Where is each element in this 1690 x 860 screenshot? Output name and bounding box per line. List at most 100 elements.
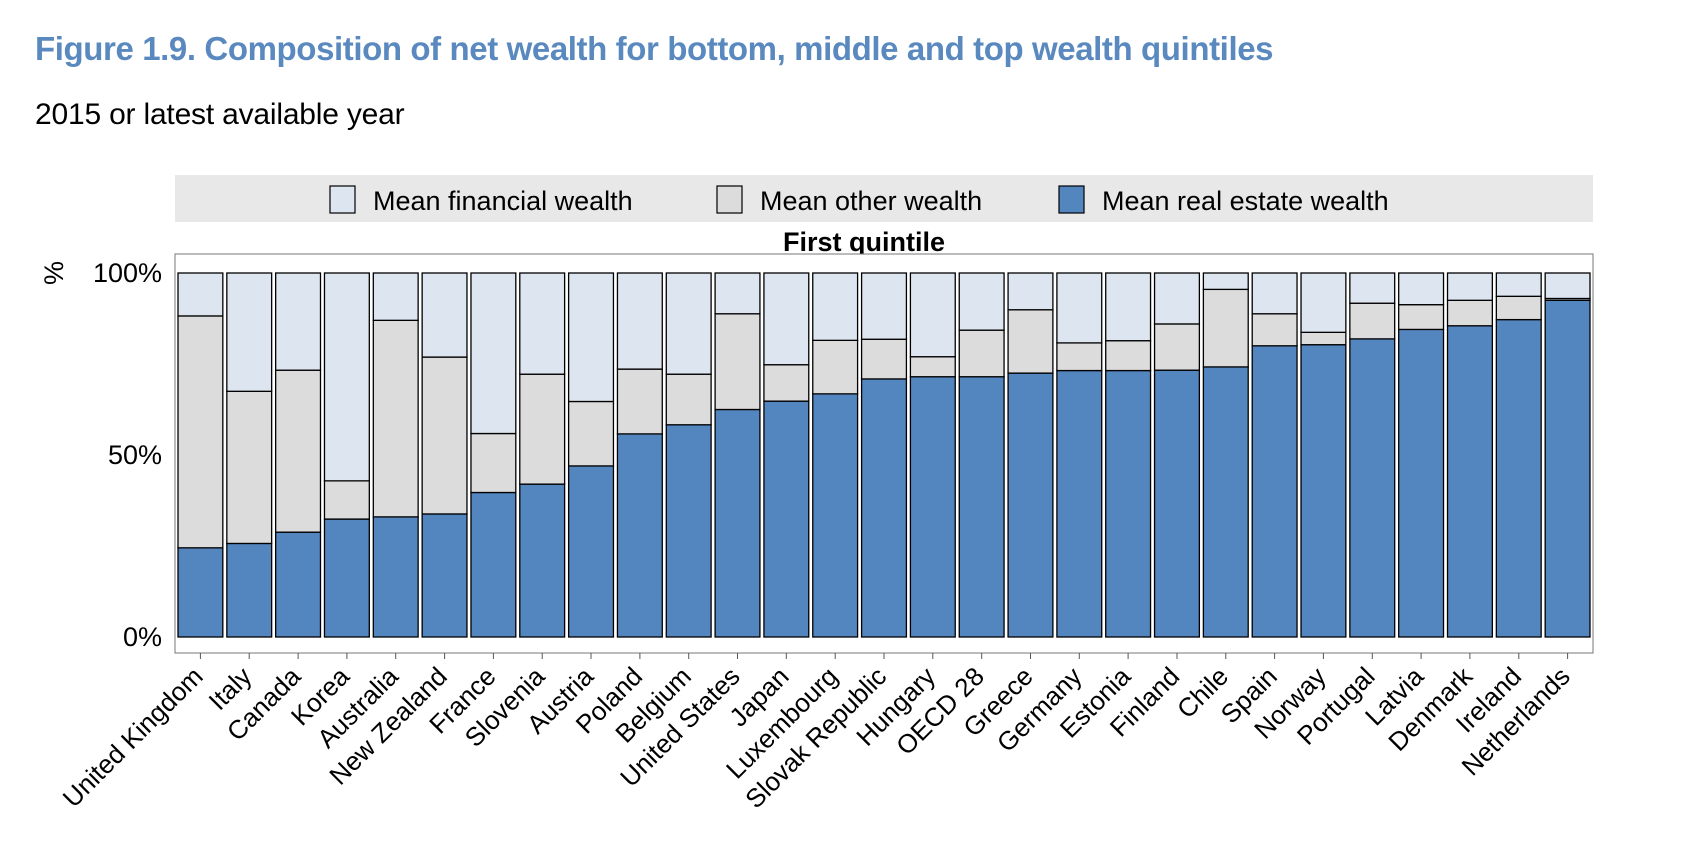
bar-segment-canada-mean-other-wealth [275,369,322,533]
bar-japan [763,272,810,638]
bar-spain [1251,272,1298,638]
y-axis-label: % [39,261,69,285]
bar-segment-slovak-republic-mean-financial-wealth [860,272,908,340]
legend-label-mean-other-wealth: Mean other wealth [760,186,982,216]
bar-segment-netherlands-mean-financial-wealth [1544,272,1591,300]
bar-segment-portugal-mean-real-estate-wealth [1349,338,1396,638]
bar-austria [567,272,615,638]
bar-segment-germany-mean-real-estate-wealth [1056,369,1103,638]
bar-segment-estonia-mean-financial-wealth [1105,272,1152,342]
bar-segment-austria-mean-financial-wealth [567,272,615,403]
bar-segment-united-states-mean-real-estate-wealth [714,408,761,638]
bar-segment-luxembourg-mean-financial-wealth [812,272,859,341]
bar-segment-hungary-mean-other-wealth [909,356,956,378]
bar-portugal [1349,272,1396,638]
bar-segment-greece-mean-financial-wealth [1007,272,1054,311]
bar-netherlands [1544,272,1591,638]
bar-segment-poland-mean-other-wealth [616,368,663,435]
y-tick-label: 100% [93,258,162,288]
bar-segment-latvia-mean-financial-wealth [1398,272,1445,306]
bar-united-states [714,272,761,638]
bar-segment-finland-mean-other-wealth [1153,323,1201,371]
bar-segment-belgium-mean-real-estate-wealth [665,424,712,638]
y-tick-label: 0% [123,622,162,652]
bar-segment-chile-mean-financial-wealth [1202,272,1249,291]
legend-label-mean-financial-wealth: Mean financial wealth [373,186,633,216]
bar-segment-denmark-mean-other-wealth [1446,299,1494,327]
bar-segment-japan-mean-other-wealth [763,364,810,402]
bar-united-kingdom [177,272,224,638]
bar-segment-australia-mean-financial-wealth [372,272,419,321]
bar-segment-greece-mean-real-estate-wealth [1007,372,1054,638]
bar-segment-poland-mean-real-estate-wealth [616,433,663,638]
bar-segment-germany-mean-financial-wealth [1056,272,1103,344]
bar-oecd-28 [958,272,1005,638]
bar-segment-italy-mean-real-estate-wealth [226,542,273,638]
bar-luxembourg [812,272,859,638]
bar-segment-netherlands-mean-real-estate-wealth [1544,299,1591,638]
bar-segment-belgium-mean-other-wealth [665,373,712,426]
bar-segment-norway-mean-financial-wealth [1300,272,1347,333]
bar-segment-austria-mean-other-wealth [567,400,615,467]
legend-swatch-mean-financial-wealth [329,185,356,214]
bar-segment-norway-mean-real-estate-wealth [1300,344,1347,638]
bar-norway [1300,272,1347,638]
bar-segment-australia-mean-other-wealth [372,319,419,518]
bar-slovenia [519,272,566,638]
x-axis-labels: United KingdomItalyCanadaKoreaAustraliaN… [57,653,1576,814]
y-axis: 0% 50% 100%% [39,258,162,652]
bar-segment-france-mean-other-wealth [470,432,517,494]
bar-segment-finland-mean-financial-wealth [1153,272,1201,325]
bar-segment-chile-mean-other-wealth [1202,288,1249,368]
bar-segment-korea-mean-real-estate-wealth [323,518,370,638]
bar-segment-korea-mean-financial-wealth [323,272,370,482]
bar-segment-spain-mean-real-estate-wealth [1251,345,1298,638]
bar-italy [226,272,273,638]
bar-segment-france-mean-financial-wealth [470,272,517,435]
bar-segment-denmark-mean-real-estate-wealth [1446,325,1494,638]
bar-segment-greece-mean-other-wealth [1007,309,1054,374]
legend-item-mean-other-wealth: Mean other wealth [716,185,982,216]
bar-segment-portugal-mean-other-wealth [1349,302,1396,340]
bar-segment-germany-mean-other-wealth [1056,342,1103,372]
panel-title: First quintile [783,227,945,257]
bar-segment-slovenia-mean-real-estate-wealth [519,483,566,638]
legend: Mean financial wealth Mean other wealth Me… [175,175,1593,257]
bar-segment-united-kingdom-mean-other-wealth [177,315,224,549]
bar-segment-new-zealand-mean-other-wealth [421,356,468,515]
bar-segment-spain-mean-financial-wealth [1251,272,1298,315]
bar-segment-japan-mean-real-estate-wealth [763,400,810,638]
bar-segment-united-states-mean-other-wealth [714,313,761,411]
x-tick-label-united-kingdom: United Kingdom [57,661,209,813]
bar-segment-denmark-mean-financial-wealth [1446,272,1494,301]
plot-area [174,253,1594,654]
bar-segment-finland-mean-real-estate-wealth [1153,369,1201,638]
bar-segment-norway-mean-other-wealth [1300,331,1347,346]
bar-segment-hungary-mean-real-estate-wealth [909,376,956,638]
bar-belgium [665,272,712,638]
bar-korea [323,272,370,638]
y-tick-label: 50% [108,440,162,470]
bar-segment-canada-mean-real-estate-wealth [275,531,322,638]
bar-segment-poland-mean-financial-wealth [616,272,663,370]
bar-ireland [1495,272,1542,638]
bar-hungary [909,272,956,638]
bar-segment-estonia-mean-real-estate-wealth [1105,369,1152,638]
bar-finland [1153,272,1201,638]
bar-france [470,272,517,638]
bar-segment-korea-mean-other-wealth [323,480,370,520]
bar-chile [1202,272,1249,638]
bar-segment-canada-mean-financial-wealth [275,272,322,371]
bar-segment-japan-mean-financial-wealth [763,272,810,366]
bar-segment-slovenia-mean-other-wealth [519,373,566,485]
legend-band [175,175,1593,222]
bar-segment-spain-mean-other-wealth [1251,313,1298,347]
bar-segment-oecd-28-mean-financial-wealth [958,272,1005,331]
figure-title: Figure 1.9. Composition of net wealth fo… [35,30,1274,67]
bar-segment-estonia-mean-other-wealth [1105,340,1152,372]
bar-segment-united-kingdom-mean-real-estate-wealth [177,547,224,638]
bar-segment-france-mean-real-estate-wealth [470,491,517,638]
legend-item-mean-real-estate-wealth: Mean real estate wealth [1058,185,1389,216]
bar-segment-portugal-mean-financial-wealth [1349,272,1396,304]
